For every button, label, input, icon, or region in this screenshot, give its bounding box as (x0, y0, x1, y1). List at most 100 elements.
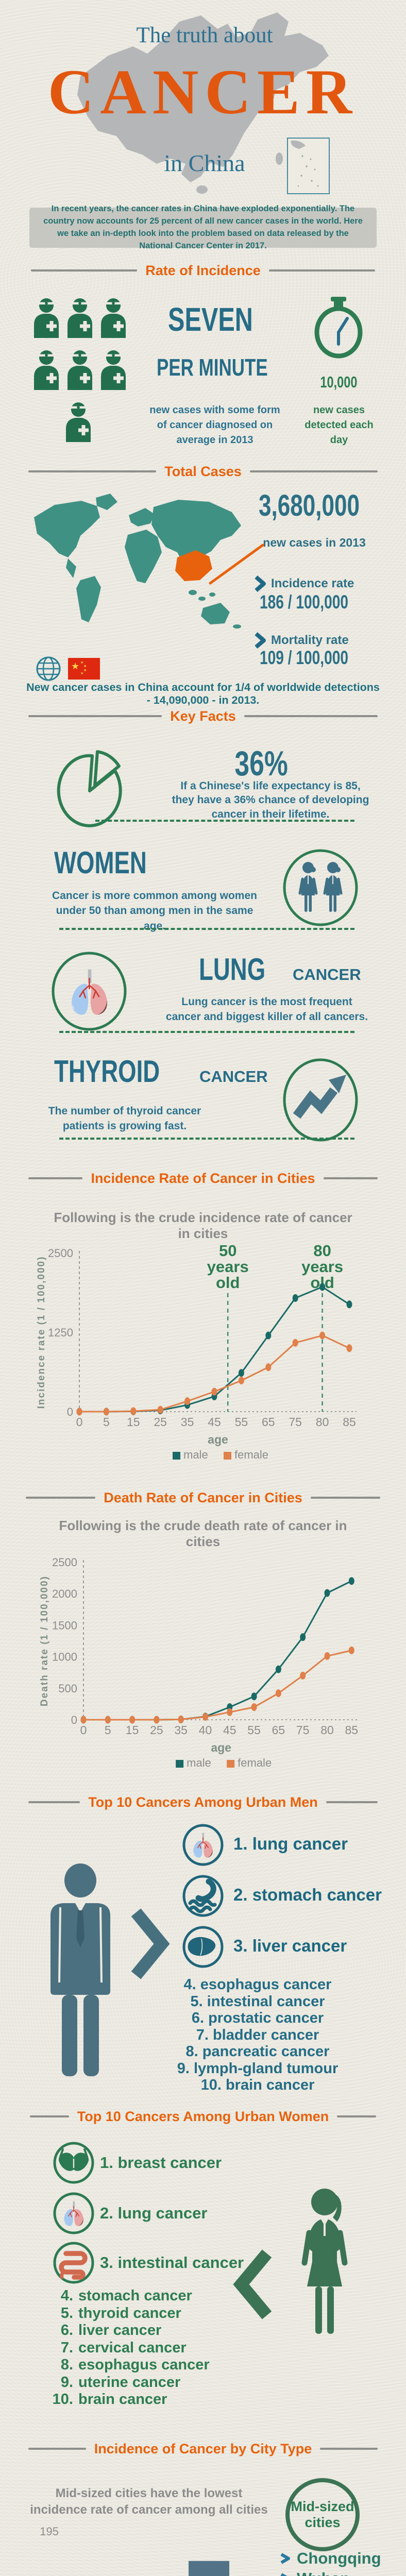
svg-text:Incidence rate (1 / 100,000): Incidence rate (1 / 100,000) (36, 1256, 47, 1409)
women-title-text: WOMEN (54, 845, 147, 880)
svg-text:45: 45 (208, 1415, 221, 1429)
per-minute-text: PER MINUTE (157, 354, 268, 381)
city-list-item: Wuhan (279, 2568, 406, 2576)
section-divider-rate-of-incidence: Rate of Incidence (31, 261, 375, 280)
svg-text:2500: 2500 (48, 1247, 73, 1260)
svg-text:195: 195 (40, 2525, 59, 2538)
svg-text:80: 80 (316, 1415, 329, 1429)
svg-text:2000: 2000 (52, 1587, 77, 1600)
svg-text:55: 55 (235, 1415, 248, 1429)
lung-title-text: LUNG (199, 952, 266, 987)
svg-text:2500: 2500 (52, 1556, 77, 1569)
svg-text:500: 500 (58, 1682, 77, 1695)
chevron-right-icon (255, 575, 266, 592)
chevron-right-icon (280, 2572, 288, 2576)
list-number: 5. (60, 2304, 73, 2321)
pie-chart-icon (57, 750, 122, 827)
dashed-separator (59, 928, 354, 930)
section-title: Incidence Rate of Cancer in Cities (91, 1170, 315, 1186)
list-number: 8. (60, 2357, 73, 2373)
section-divider-incidence-chart: Incidence Rate of Cancer in Cities (28, 1169, 378, 1188)
svg-text:5: 5 (105, 1723, 111, 1737)
woman-figure-icon (301, 2189, 348, 2334)
chevron-right-icon (255, 632, 266, 649)
women-top1-label: 1. breast cancer (100, 2154, 222, 2172)
women-fact-title: WOMEN (54, 845, 209, 880)
city-type-bar-chart: 1751851952013 (40, 2525, 229, 2576)
man-figure-icon (50, 1863, 110, 2076)
men-top2-label: 2. stomach cancer (233, 1885, 382, 1904)
lungs-icon (53, 2192, 94, 2234)
incidence-chart-subtitle: Following is the crude incidence rate of… (54, 1210, 352, 1241)
section-title: Total Cases (164, 463, 242, 479)
women-list-item: 8. esophagus cancer (49, 2357, 225, 2374)
divider-line (28, 470, 157, 472)
stopwatch-icon (314, 297, 363, 359)
women-list-item: 5. thyroid cancer (49, 2305, 225, 2323)
breast-bra-icon (53, 2142, 94, 2184)
daily-count-caption: new cases detected each day (304, 404, 374, 446)
badge-line1: Mid-sized (291, 2499, 354, 2514)
divider-line (310, 1497, 380, 1499)
incidence-rate-text: 186 / 100,000 (260, 591, 349, 613)
svg-text:75: 75 (289, 1415, 302, 1429)
per-minute-stat: PER MINUTE (139, 353, 278, 381)
svg-text:old: old (216, 1274, 240, 1292)
divider-line (244, 715, 378, 717)
chevron-right-big-icon (131, 1908, 170, 1979)
svg-text:50: 50 (219, 1242, 236, 1260)
svg-text:5: 5 (103, 1415, 110, 1429)
patients-pictogram-group (34, 298, 126, 442)
svg-text:years: years (301, 1258, 343, 1276)
dashed-separator (59, 1031, 354, 1033)
svg-text:★: ★ (83, 664, 87, 668)
world-map (34, 494, 241, 629)
svg-text:85: 85 (343, 1415, 356, 1429)
city-type-note: Mid-sized cities have the lowest inciden… (30, 2486, 268, 2517)
bar-Metropolises (189, 2561, 229, 2576)
svg-text:★: ★ (83, 668, 87, 672)
series-male (83, 1580, 352, 1721)
header: The truth about CANCER in China (0, 0, 406, 204)
svg-text:35: 35 (181, 1415, 194, 1429)
svg-text:1000: 1000 (52, 1651, 77, 1664)
svg-text:0: 0 (71, 1714, 77, 1726)
section-divider-top10-women: Top 10 Cancers Among Urban Women (30, 2107, 377, 2126)
dashed-separator (95, 820, 354, 822)
mortality-rate-text: 109 / 100,000 (260, 647, 349, 668)
intro-box: In recent years, the cancer rates in Chi… (29, 204, 377, 250)
men-list-item: 8. pancreatic cancer (185, 2043, 330, 2060)
svg-text:★: ★ (80, 660, 83, 665)
svg-text:55: 55 (247, 1723, 261, 1737)
header-subtitle: in China (164, 150, 245, 176)
two-women-icon (283, 849, 358, 926)
list-number: 10. (52, 2391, 73, 2408)
list-label: esophagus cancer (78, 2357, 210, 2373)
section-title: Top 10 Cancers Among Urban Men (88, 1794, 318, 1810)
svg-text:15: 15 (126, 1723, 139, 1737)
svg-text:80: 80 (320, 1723, 334, 1737)
divider-line (249, 470, 378, 472)
divider-line (320, 2448, 378, 2450)
china-flag-icon: ★ ★ ★ ★ ★ (68, 658, 100, 680)
divider-line (28, 2448, 86, 2450)
women-fact-caption: Cancer is more common among women under … (52, 890, 257, 932)
svg-text:65: 65 (262, 1415, 275, 1429)
section-divider-death-chart: Death Rate of Cancer in Cities (26, 1488, 380, 1507)
svg-text:★: ★ (80, 671, 83, 675)
city-name: Wuhan (297, 2569, 350, 2576)
seven-stat: SEVEN (155, 300, 263, 338)
women-top2-label: 2. lung cancer (100, 2204, 208, 2222)
svg-text:15: 15 (127, 1415, 140, 1429)
chevron-left-big-icon (233, 2249, 272, 2319)
list-label: thyroid cancer (78, 2304, 181, 2321)
total-cases-caption: new cases in 2013 (263, 536, 366, 549)
svg-text:80: 80 (313, 1242, 331, 1260)
svg-text:75: 75 (296, 1723, 310, 1737)
divider-line (268, 269, 375, 272)
divider-line (26, 1497, 96, 1499)
series-female (83, 1649, 352, 1721)
svg-text:★: ★ (71, 661, 79, 672)
women-top10-list: 4. stomach cancer 5. thyroid cancer 6. liver … (49, 2287, 225, 2409)
